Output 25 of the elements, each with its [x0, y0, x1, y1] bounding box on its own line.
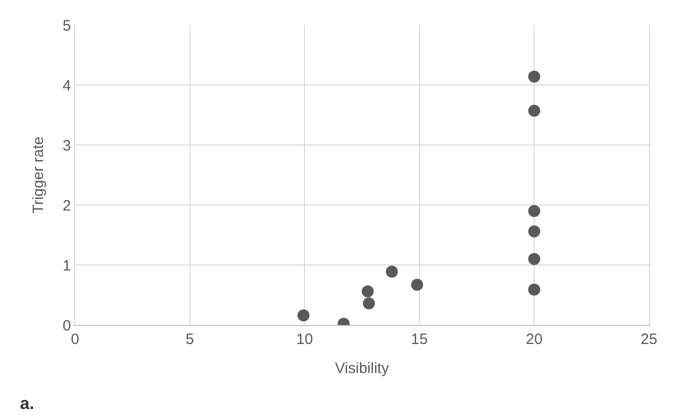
x-axis-title: Visibility — [335, 360, 390, 377]
text: a. — [20, 394, 34, 413]
point — [362, 297, 375, 310]
y-tick-label: 1 — [62, 257, 71, 274]
point — [528, 104, 540, 117]
y-tick-label: 5 — [62, 17, 71, 34]
point — [386, 266, 398, 278]
point — [528, 70, 540, 83]
x-tick-label: 25 — [640, 331, 658, 348]
x-tick-label: 15 — [411, 331, 428, 348]
point — [362, 285, 374, 298]
point — [528, 205, 540, 217]
y-tick-label: 0 — [62, 317, 71, 334]
y-axis-title: Trigger rate — [30, 136, 47, 214]
y-tick-label: 3 — [62, 137, 71, 154]
point — [528, 253, 540, 265]
point — [528, 225, 540, 238]
point — [297, 309, 310, 322]
y-tick-label: 2 — [62, 197, 71, 214]
point — [528, 284, 540, 296]
x-tick-label: 5 — [186, 331, 194, 348]
x-tick-label: 20 — [526, 331, 543, 348]
y-tick-label: 4 — [62, 77, 71, 94]
x-tick-label: 10 — [296, 331, 313, 348]
point — [411, 278, 424, 291]
